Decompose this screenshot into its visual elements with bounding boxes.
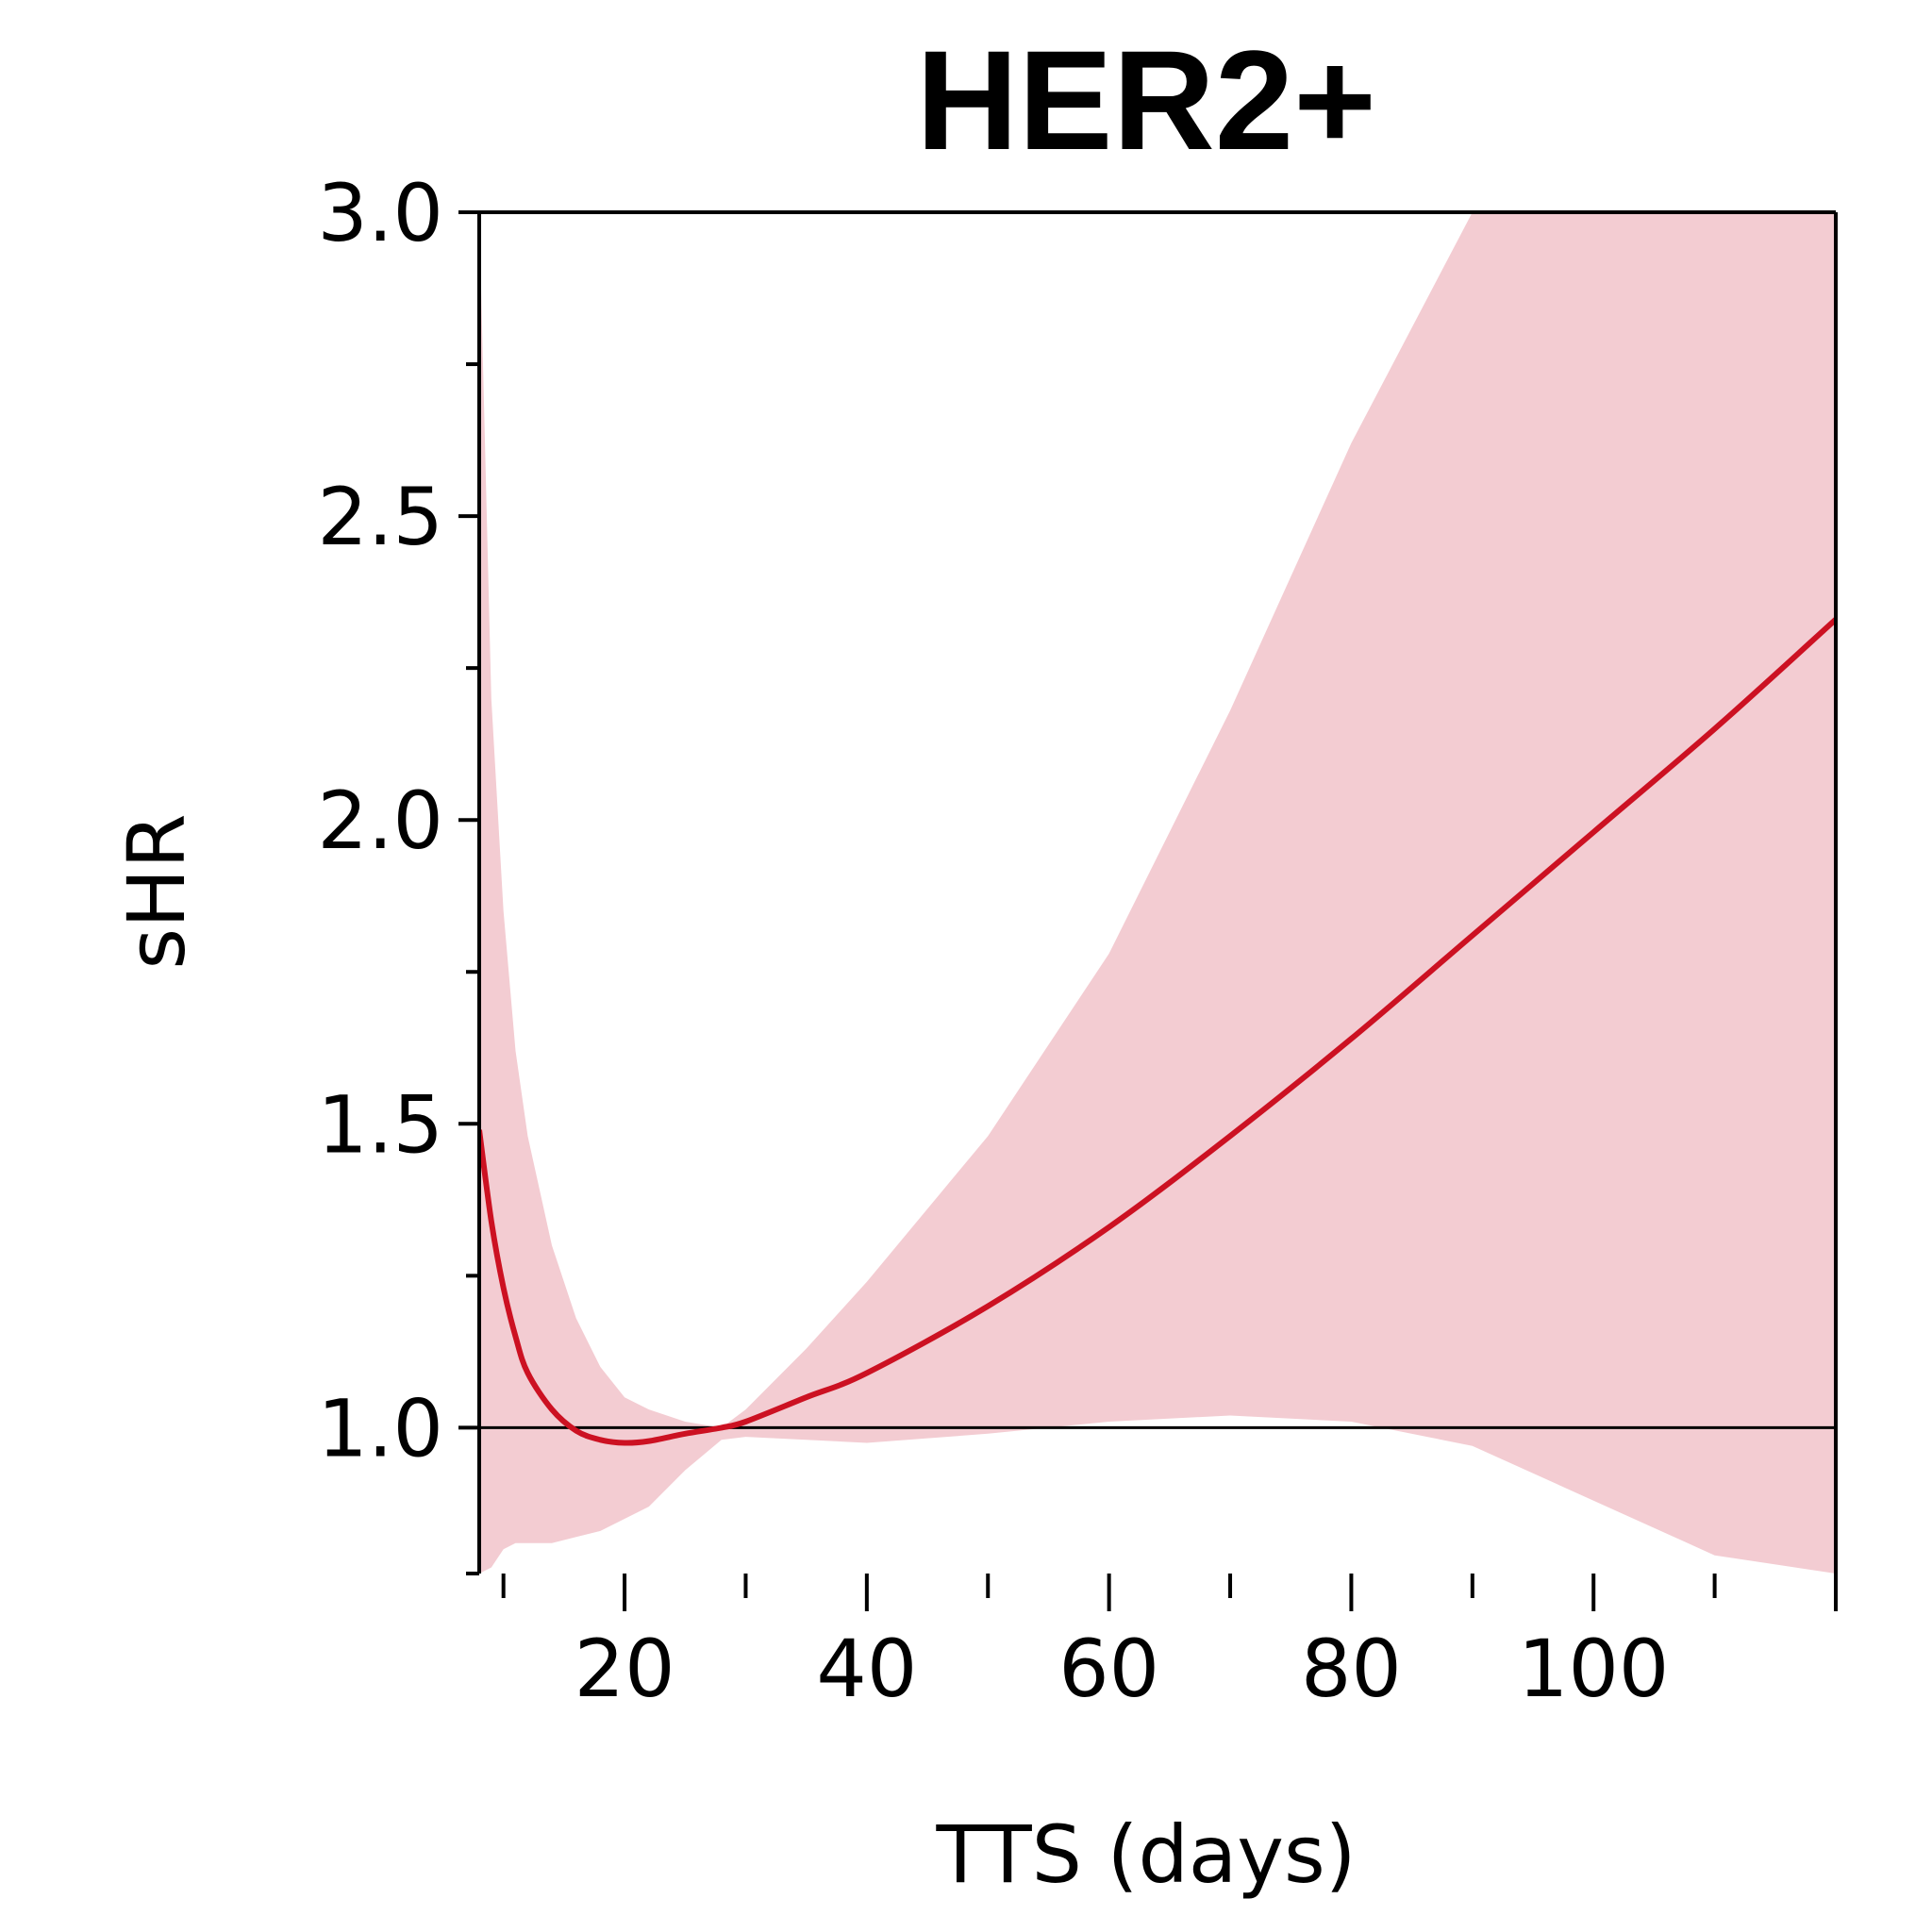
x-tick-label: 100 xyxy=(1518,1623,1669,1715)
y-tick-label: 1.5 xyxy=(317,1078,443,1171)
plot-area xyxy=(479,212,1836,1574)
confidence-band xyxy=(479,212,1836,1574)
x-tick-label: 40 xyxy=(816,1623,917,1715)
x-axis-label: TTS (days) xyxy=(936,1808,1357,1901)
x-tick-label: 60 xyxy=(1058,1623,1159,1715)
y-tick-label: 2.0 xyxy=(317,774,443,867)
x-tick-label: 20 xyxy=(575,1623,675,1715)
y-tick-label: 3.0 xyxy=(317,167,443,259)
chart-title: HER2+ xyxy=(916,21,1376,179)
x-tick-label: 80 xyxy=(1301,1623,1402,1715)
y-tick-label: 1.0 xyxy=(317,1382,443,1474)
y-tick-label: 2.5 xyxy=(317,471,443,563)
y-axis-label: sHR xyxy=(110,813,203,969)
series-line xyxy=(479,617,1836,1446)
axes: 1.0 1.5 2.0 2.5 3.0 20 40 60 80 100 xyxy=(317,167,1838,1715)
